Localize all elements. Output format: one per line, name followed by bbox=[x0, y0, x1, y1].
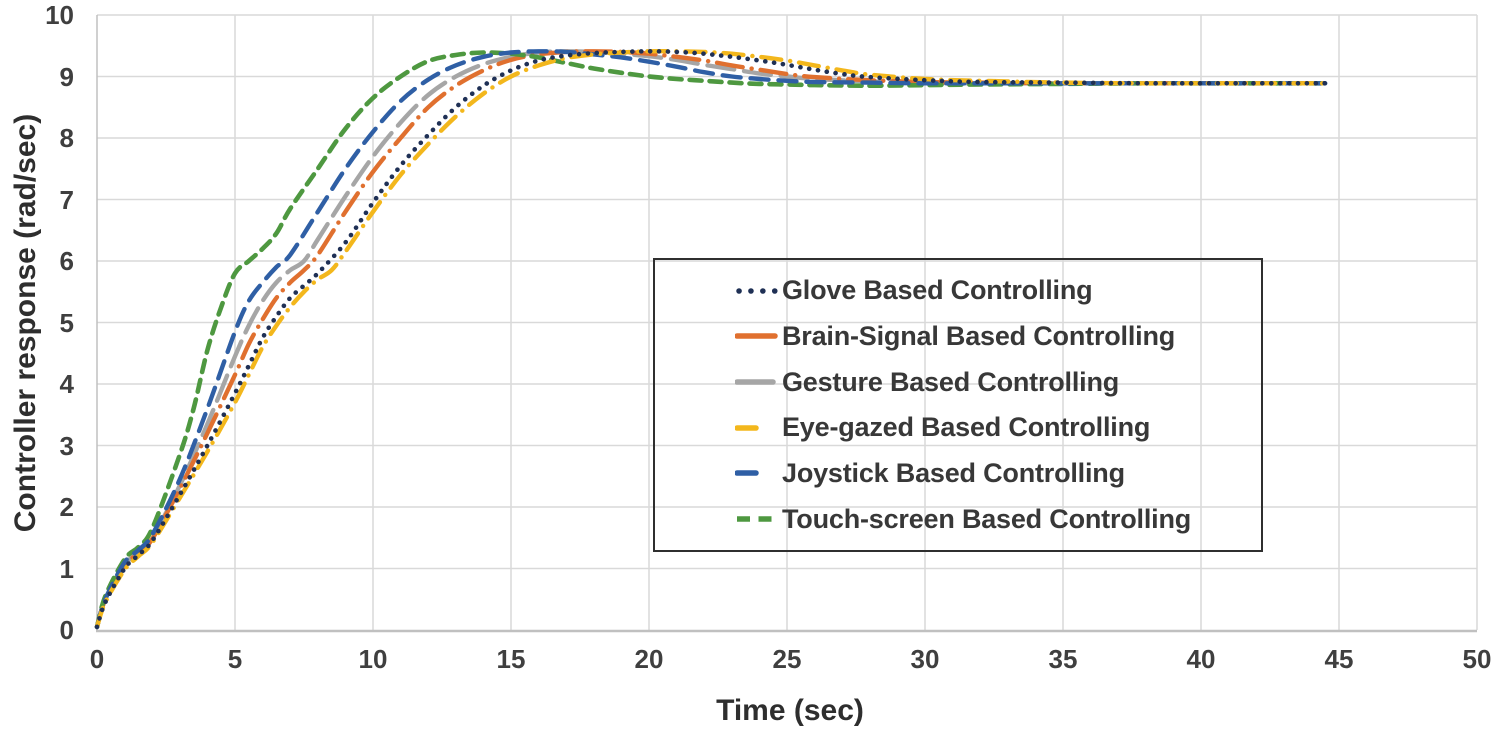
series-line-5 bbox=[94, 50, 1328, 630]
x-tick-label: 20 bbox=[634, 644, 664, 674]
x-tick-label: 25 bbox=[772, 644, 802, 674]
series-line-0 bbox=[94, 48, 1328, 630]
legend-item-brain-signal: Brain-Signal Based Controlling bbox=[735, 321, 1261, 352]
series-line-4 bbox=[94, 49, 1328, 630]
legend-item-touch-screen: Touch-screen Based Controlling bbox=[735, 504, 1261, 535]
x-tick-label: 50 bbox=[1462, 644, 1492, 674]
y-tick-label: 7 bbox=[59, 184, 74, 215]
dash-line-icon bbox=[735, 425, 759, 431]
x-tick-label: 35 bbox=[1048, 644, 1078, 674]
legend-box: Glove Based Controlling Brain-Signal Bas… bbox=[653, 258, 1263, 552]
legend-label-gesture: Gesture Based Controlling bbox=[782, 366, 1120, 397]
y-tick-label: 0 bbox=[59, 615, 74, 645]
x-tick-label: 10 bbox=[358, 644, 388, 674]
legend-item-glove: Glove Based Controlling bbox=[735, 275, 1261, 306]
x-tick-label: 30 bbox=[910, 644, 940, 674]
legend-label-joystick: Joystick Based Controlling bbox=[782, 457, 1125, 488]
legend-label-touch-screen: Touch-screen Based Controlling bbox=[782, 503, 1192, 534]
y-tick-label: 3 bbox=[59, 430, 74, 461]
series-line-1 bbox=[94, 49, 1328, 630]
y-tick-label: 8 bbox=[59, 123, 74, 153]
legend-label-brain-signal: Brain-Signal Based Controlling bbox=[782, 320, 1176, 351]
legend-label-glove: Glove Based Controlling bbox=[782, 275, 1093, 306]
y-tick-label: 2 bbox=[59, 492, 74, 522]
legend-item-gesture: Gesture Based Controlling bbox=[735, 367, 1261, 398]
legend-item-eye-gazed: Eye-gazed Based Controlling bbox=[735, 412, 1261, 443]
y-tick-label: 1 bbox=[59, 553, 74, 584]
y-tick-label: 4 bbox=[59, 369, 74, 399]
y-tick-label: 5 bbox=[59, 307, 74, 338]
y-tick-label: 10 bbox=[45, 0, 74, 30]
dotted-line-icon bbox=[736, 288, 778, 294]
solid-line-icon bbox=[735, 379, 776, 385]
x-tick-label: 40 bbox=[1186, 644, 1216, 674]
x-tick-label: 5 bbox=[227, 644, 243, 674]
x-axis-title: Time (sec) bbox=[716, 694, 864, 727]
solid-line-icon bbox=[735, 333, 778, 340]
x-tick-label: 45 bbox=[1324, 644, 1354, 674]
legend-item-joystick: Joystick Based Controlling bbox=[735, 458, 1261, 489]
x-tick-label: 0 bbox=[89, 644, 105, 674]
y-tick-label: 9 bbox=[59, 61, 74, 92]
y-tick-label: 6 bbox=[59, 246, 74, 276]
legend-label-eye-gazed: Eye-gazed Based Controlling bbox=[782, 412, 1151, 443]
double-dash-line-icon bbox=[737, 516, 775, 522]
x-tick-label: 15 bbox=[496, 644, 526, 674]
dash-line-icon bbox=[735, 470, 759, 477]
series-line-3 bbox=[94, 48, 1328, 630]
